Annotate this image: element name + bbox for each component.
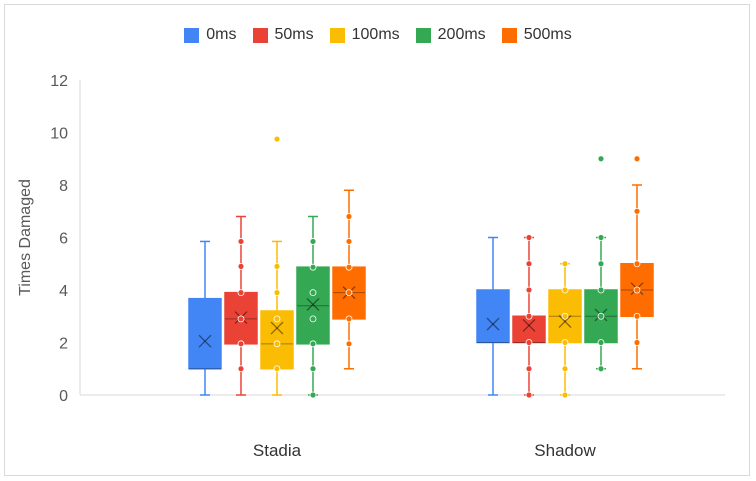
mean-marker-100ms-shadow bbox=[558, 315, 572, 328]
data-point-100ms-shadow bbox=[561, 365, 569, 373]
data-point-200ms-stadia bbox=[309, 263, 317, 271]
mean-marker-0ms-stadia bbox=[198, 334, 212, 348]
data-point-200ms-shadow bbox=[597, 339, 605, 346]
data-point-500ms-shadow bbox=[633, 155, 641, 163]
data-point-500ms-stadia bbox=[345, 213, 353, 220]
data-point-200ms-shadow bbox=[597, 312, 605, 320]
mean-marker-0ms-shadow bbox=[486, 317, 500, 331]
legend-label-0ms: 0ms bbox=[206, 26, 237, 43]
data-point-200ms-shadow bbox=[597, 286, 605, 294]
data-point-200ms-shadow bbox=[597, 155, 605, 163]
data-point-100ms-shadow bbox=[561, 339, 569, 346]
data-point-50ms-shadow bbox=[525, 286, 533, 294]
legend-item-0ms: 0ms bbox=[184, 26, 237, 44]
legend-swatch-200ms bbox=[415, 27, 431, 43]
data-point-200ms-stadia bbox=[309, 340, 317, 348]
data-point-500ms-shadow bbox=[633, 260, 641, 268]
mean-marker-100ms-stadia bbox=[270, 321, 284, 335]
data-point-200ms-shadow bbox=[597, 234, 605, 241]
data-point-500ms-stadia bbox=[345, 340, 353, 348]
data-point-200ms-stadia bbox=[309, 365, 317, 373]
data-point-200ms-shadow bbox=[597, 365, 605, 373]
legend-label-50ms: 50ms bbox=[274, 26, 314, 43]
data-point-500ms-shadow bbox=[633, 286, 641, 294]
legend-swatch-0ms bbox=[184, 27, 200, 43]
data-point-50ms-shadow bbox=[525, 312, 533, 320]
data-point-200ms-stadia bbox=[309, 315, 317, 323]
data-point-200ms-stadia bbox=[309, 391, 317, 399]
data-point-100ms-stadia bbox=[273, 135, 281, 143]
mean-marker-50ms-shadow bbox=[522, 318, 536, 332]
data-point-500ms-stadia bbox=[345, 263, 353, 271]
y-axis-title: Times Damaged bbox=[17, 179, 34, 296]
chart-frame bbox=[4, 4, 750, 476]
box-0ms-shadow bbox=[476, 289, 510, 344]
y-tick-label: 4 bbox=[59, 283, 68, 300]
legend-label-100ms: 100ms bbox=[351, 26, 400, 43]
data-point-50ms-stadia bbox=[237, 262, 245, 270]
data-point-50ms-stadia bbox=[237, 365, 245, 373]
data-point-50ms-stadia bbox=[237, 238, 245, 245]
legend-label-500ms: 500ms bbox=[523, 26, 572, 43]
data-point-50ms-shadow bbox=[525, 260, 533, 268]
data-point-50ms-stadia bbox=[237, 315, 245, 323]
data-point-100ms-stadia bbox=[273, 289, 281, 297]
y-tick-label: 10 bbox=[50, 126, 68, 143]
mean-marker-50ms-shadow bbox=[522, 318, 536, 332]
data-point-50ms-shadow bbox=[525, 339, 533, 346]
data-point-100ms-shadow bbox=[561, 286, 569, 294]
data-point-50ms-shadow bbox=[525, 391, 533, 399]
y-tick-label: 0 bbox=[59, 388, 68, 405]
legend-label-200ms: 200ms bbox=[437, 26, 486, 43]
data-point-50ms-stadia bbox=[237, 289, 245, 297]
legend-swatch-500ms bbox=[501, 27, 517, 43]
y-tick-label: 12 bbox=[50, 73, 68, 90]
box-50ms-shadow bbox=[512, 315, 546, 344]
data-point-500ms-stadia bbox=[345, 238, 353, 245]
y-tick-label: 2 bbox=[59, 336, 68, 353]
data-point-500ms-shadow bbox=[633, 339, 641, 346]
data-point-100ms-stadia bbox=[273, 262, 281, 270]
data-point-100ms-stadia bbox=[273, 315, 281, 323]
mean-marker-200ms-stadia bbox=[306, 297, 320, 311]
legend-item-100ms: 100ms bbox=[329, 26, 400, 44]
mean-marker-100ms-stadia bbox=[270, 321, 284, 335]
data-point-50ms-stadia bbox=[237, 340, 245, 348]
data-point-200ms-shadow bbox=[597, 260, 605, 268]
chart-legend: 0ms 50ms 100ms 200ms 500ms bbox=[0, 26, 756, 44]
x-category-label: Shadow bbox=[534, 441, 596, 460]
box-0ms-stadia bbox=[188, 297, 222, 370]
mean-marker-0ms-stadia bbox=[198, 334, 212, 348]
mean-marker-100ms-shadow bbox=[558, 315, 572, 328]
data-point-500ms-shadow bbox=[633, 207, 641, 215]
data-point-50ms-shadow bbox=[525, 365, 533, 373]
y-tick-label: 8 bbox=[59, 178, 68, 195]
legend-swatch-50ms bbox=[252, 27, 268, 43]
data-point-500ms-stadia bbox=[345, 289, 353, 297]
box-200ms-stadia bbox=[296, 266, 330, 345]
legend-item-200ms: 200ms bbox=[415, 26, 486, 44]
data-point-50ms-shadow bbox=[525, 234, 533, 241]
data-point-200ms-stadia bbox=[309, 289, 317, 297]
data-point-100ms-stadia bbox=[273, 340, 281, 348]
mean-marker-0ms-shadow bbox=[486, 317, 500, 331]
data-point-500ms-stadia bbox=[345, 315, 353, 323]
data-point-100ms-shadow bbox=[561, 391, 569, 399]
data-point-100ms-shadow bbox=[561, 260, 569, 268]
data-point-500ms-shadow bbox=[633, 312, 641, 320]
data-point-100ms-shadow bbox=[561, 312, 569, 320]
mean-marker-200ms-stadia bbox=[306, 297, 320, 311]
legend-swatch-100ms bbox=[329, 27, 345, 43]
x-category-label: Stadia bbox=[253, 441, 302, 460]
y-tick-label: 6 bbox=[59, 231, 68, 248]
data-point-100ms-stadia bbox=[273, 365, 281, 373]
legend-item-50ms: 50ms bbox=[252, 26, 314, 44]
legend-item-500ms: 500ms bbox=[501, 26, 572, 44]
data-point-200ms-stadia bbox=[309, 238, 317, 245]
